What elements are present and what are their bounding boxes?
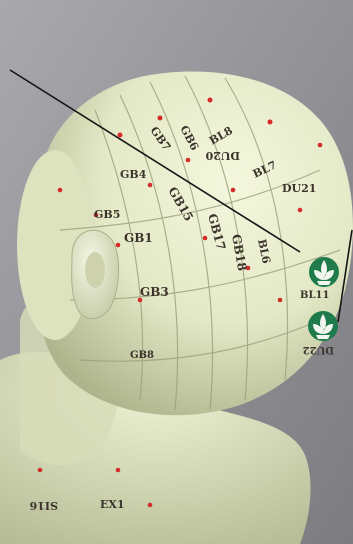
label-si16: SI16 [29,499,58,512]
label-gb1: GB1 [124,231,153,245]
label-gb8: GB8 [130,350,154,361]
head-skull [34,71,353,416]
label-du20: DU20 [205,149,240,162]
pointer-line-right [337,229,353,323]
label-gb4: GB4 [120,168,147,181]
label-bl6: BL6 [255,238,273,265]
acupoint-dots [37,97,323,508]
ear-inner [85,252,105,288]
lotus-logo-icon [309,257,339,287]
label-bl11: BL11 [300,290,329,301]
label-ex1: EX1 [100,498,125,511]
lotus-logo-icon [308,311,338,341]
label-gb5: GB5 [94,208,120,221]
meridian-lines [59,75,341,411]
label-du21: DU21 [282,182,316,195]
label-gb3: GB3 [140,285,169,299]
pointer-line-left [9,69,301,253]
label-du22: DU22 [303,344,334,355]
label-gb18: GB18 [229,233,249,272]
